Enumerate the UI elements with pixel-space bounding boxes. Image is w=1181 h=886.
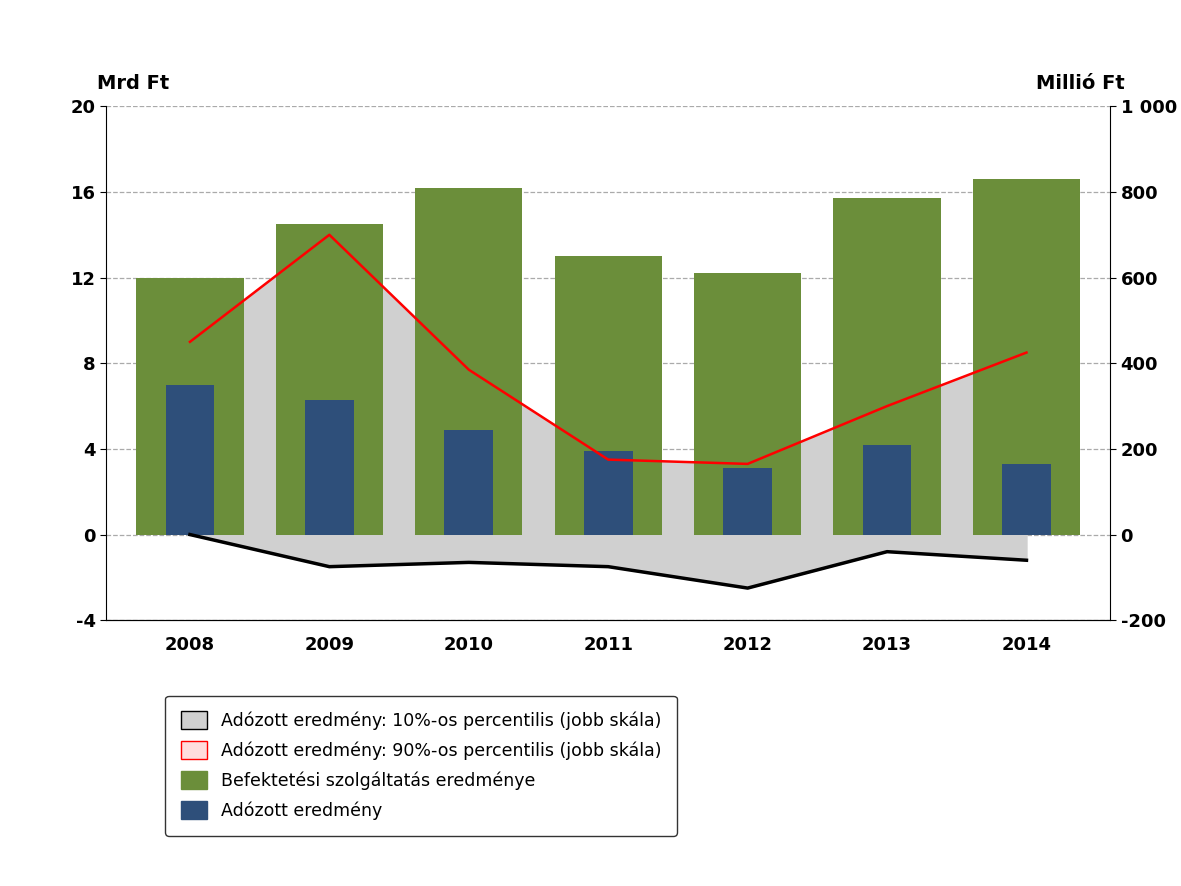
Bar (973, 179, 1081, 534)
Bar (1003, 464, 1051, 534)
Bar (165, 385, 214, 534)
Legend: Adózott eredmény: 10%-os percentilis (jobb skála), Adózott eredmény: 90%-os perc: Adózott eredmény: 10%-os percentilis (jo… (165, 696, 677, 835)
Bar (444, 430, 494, 534)
Bar (583, 451, 633, 534)
Bar (136, 277, 243, 534)
Bar (275, 224, 383, 534)
Bar (305, 400, 354, 534)
Bar (555, 256, 661, 534)
Bar (862, 445, 912, 534)
Text: Mrd Ft: Mrd Ft (97, 74, 169, 93)
Text: Millió Ft: Millió Ft (1036, 74, 1124, 93)
Bar (694, 274, 802, 534)
Bar (723, 468, 772, 534)
Bar (834, 198, 941, 534)
Bar (415, 188, 522, 534)
